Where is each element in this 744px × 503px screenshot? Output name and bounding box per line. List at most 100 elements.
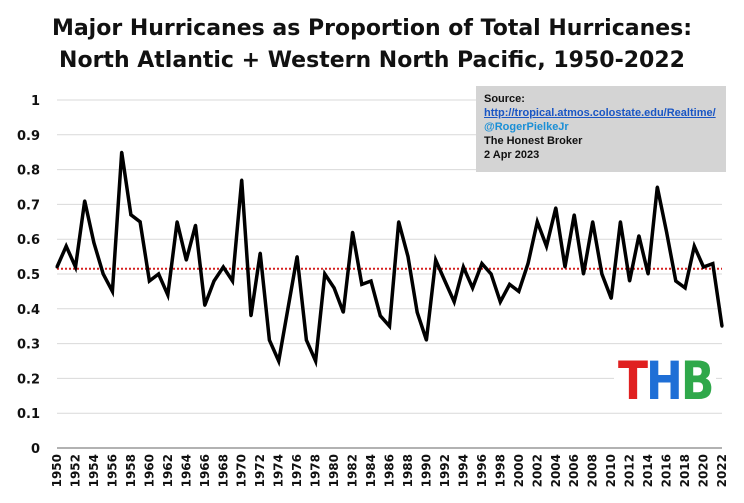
x-tick-label: 2008	[586, 454, 600, 487]
y-tick-label: 0.5	[17, 268, 40, 283]
x-tick-label: 2014	[641, 454, 655, 487]
data-point	[212, 279, 216, 283]
y-tick-label: 0.1	[17, 407, 40, 422]
x-tick-label: 1974	[272, 454, 286, 487]
data-point	[489, 272, 493, 276]
data-point	[461, 265, 465, 269]
data-point	[535, 220, 539, 224]
data-point	[628, 279, 632, 283]
x-tick-label: 2010	[604, 454, 618, 487]
data-point	[314, 359, 318, 363]
y-tick-label: 0.6	[17, 233, 40, 248]
chart-title-line-1: Major Hurricanes as Proportion of Total …	[51, 16, 693, 41]
x-tick-label: 2000	[512, 454, 526, 487]
data-point	[341, 310, 345, 314]
y-tick-label: 0	[31, 442, 40, 457]
publisher-name: The Honest Broker	[484, 135, 583, 147]
data-point	[480, 262, 484, 266]
y-tick-label: 0.4	[17, 303, 40, 318]
x-axis-ticks: 1950 1952 1954 1956 1958 1960 1962 1964 1966 1968…	[50, 454, 729, 487]
data-point	[618, 220, 622, 224]
data-point	[323, 272, 327, 276]
data-point	[378, 314, 382, 318]
source-url-link[interactable]: http://tropical.atmos.colostate.edu/Real…	[484, 107, 716, 119]
data-point	[175, 220, 179, 224]
data-point	[646, 272, 650, 276]
data-point	[498, 300, 502, 304]
data-point	[388, 324, 391, 328]
x-tick-label: 1990	[419, 454, 433, 487]
x-tick-label: 1998	[493, 454, 507, 487]
data-point	[55, 265, 59, 269]
data-point	[572, 213, 576, 217]
x-tick-label: 1958	[124, 454, 138, 487]
data-point	[83, 199, 87, 203]
data-point	[692, 244, 696, 248]
data-point	[138, 220, 142, 224]
x-tick-label: 1980	[327, 454, 341, 487]
x-tick-label: 1960	[142, 454, 156, 487]
x-tick-label: 1978	[309, 454, 323, 487]
y-tick-label: 0.7	[17, 198, 40, 213]
x-tick-label: 1986	[383, 454, 397, 487]
data-point	[508, 282, 512, 286]
data-point	[147, 279, 151, 283]
data-point	[581, 272, 585, 276]
data-point	[554, 206, 558, 210]
x-tick-label: 1984	[364, 454, 378, 487]
data-point	[258, 251, 262, 255]
data-point	[545, 244, 549, 248]
source-heading: Source:	[484, 93, 525, 105]
data-point	[406, 255, 410, 259]
x-tick-label: 2022	[715, 454, 729, 487]
data-point	[249, 314, 253, 318]
x-tick-label: 2020	[697, 454, 711, 487]
x-tick-label: 2002	[530, 454, 544, 487]
data-point	[452, 300, 456, 304]
data-point	[397, 220, 401, 224]
data-point	[157, 272, 161, 276]
x-tick-label: 1956	[105, 454, 119, 487]
data-point	[267, 338, 271, 342]
chart-title-line-2: North Atlantic + Western North Pacific, …	[59, 48, 685, 73]
data-point	[665, 230, 669, 234]
series-line	[55, 151, 724, 368]
x-tick-label: 1964	[179, 454, 193, 487]
y-tick-label: 0.3	[17, 338, 40, 353]
data-point	[221, 265, 225, 269]
y-tick-label: 0.8	[17, 164, 40, 179]
data-point	[591, 220, 595, 224]
x-tick-label: 1996	[475, 454, 489, 487]
data-point	[203, 303, 207, 307]
logo-letter-b: B	[680, 350, 715, 412]
data-point	[64, 244, 68, 248]
logo-letter-t: T	[618, 350, 648, 412]
x-tick-label: 1952	[68, 454, 82, 487]
data-point	[73, 265, 77, 269]
x-tick-label: 2018	[678, 454, 692, 487]
data-points	[55, 150, 724, 363]
data-point	[295, 255, 299, 259]
thb-logo: THB	[614, 351, 717, 412]
data-point	[332, 286, 336, 290]
data-point	[434, 258, 438, 262]
data-point	[655, 185, 659, 189]
data-point	[277, 359, 281, 363]
data-point	[720, 324, 724, 328]
data-point	[471, 286, 475, 290]
x-tick-label: 1976	[290, 454, 304, 487]
x-tick-label: 2016	[660, 454, 674, 487]
data-point	[415, 310, 419, 314]
y-axis-ticks: 0 0.1 0.2 0.3 0.4 0.5 0.6 0.7 0.8 0.9 1	[17, 94, 40, 457]
data-point	[101, 272, 105, 276]
data-point	[351, 230, 355, 234]
logo-letter-h: H	[646, 350, 683, 412]
x-tick-label: 1954	[87, 454, 101, 487]
data-point	[184, 258, 188, 262]
x-tick-label: 1992	[438, 454, 452, 487]
author-handle-link[interactable]: @RogerPielkeJr	[484, 121, 569, 133]
data-point	[129, 213, 133, 217]
x-tick-label: 1994	[456, 454, 470, 487]
data-point	[526, 262, 530, 266]
data-point	[683, 286, 687, 290]
